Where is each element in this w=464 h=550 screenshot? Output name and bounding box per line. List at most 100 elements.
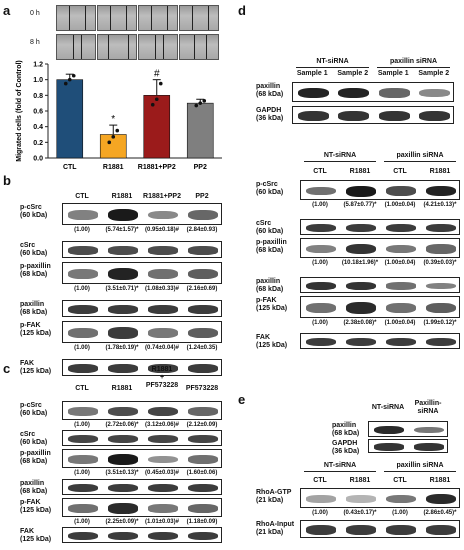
blot-label: p-FAK (125 kDa): [20, 499, 52, 514]
blot-band: [187, 268, 219, 280]
blot-band: [147, 504, 179, 513]
lane-header: R1881: [111, 193, 133, 200]
scratch-edge-line: [192, 6, 193, 30]
blot-label: FAK (125 kDa): [20, 528, 52, 543]
panel-e-letter: e: [238, 392, 246, 407]
blot-band: [67, 246, 99, 255]
blot-image: [292, 82, 454, 102]
scratch-image: [179, 5, 219, 31]
blot-label: p-cSrc (60 kDa): [20, 204, 48, 219]
quantification-value: (1.00): [312, 260, 328, 266]
quantification-value: (1.00): [74, 227, 90, 233]
panel-c-letter: c: [3, 361, 11, 376]
blot-band: [305, 223, 337, 233]
blot-band: [147, 328, 179, 338]
group-underline: [384, 161, 456, 162]
quantification-value: (1.24±0.35): [186, 345, 218, 351]
x-tick-label: R1881: [103, 164, 124, 171]
quantification-value: (0.45±0.03)#: [145, 470, 179, 476]
sample-header: Sample 1: [377, 70, 409, 77]
blot-image: [300, 238, 460, 258]
scratch-edge-line: [194, 35, 195, 59]
lane-header: CTL: [393, 168, 407, 175]
scratch-edge-line: [73, 35, 74, 59]
blot-band: [187, 305, 219, 314]
quantification-value: (0.39±0.03)*: [423, 260, 457, 266]
blot-band: [425, 337, 457, 347]
panel-a-letter: a: [3, 3, 11, 18]
sample-header: Sample 2: [337, 70, 369, 77]
y-tick-label: 1.0: [33, 77, 43, 84]
blot-band: [67, 435, 99, 443]
blot-band: [345, 337, 377, 347]
blot-band: [107, 208, 139, 222]
blot-band: [147, 269, 179, 279]
panel-b-letter: b: [3, 173, 11, 188]
quantification-value: (1.00): [74, 470, 90, 476]
blot-band: [345, 185, 377, 197]
blot-band: [107, 503, 139, 514]
data-point: [202, 99, 207, 103]
panel-d-letter: d: [238, 3, 246, 18]
blot-image: [62, 241, 222, 258]
scratch-edge-line: [69, 6, 70, 30]
x-tick-label: PP2: [194, 164, 207, 171]
scratch-edge-line: [155, 35, 156, 59]
blot-label: RhoA-GTP (21 kDa): [256, 489, 292, 504]
blot-image: [368, 421, 448, 437]
bar: [143, 95, 171, 159]
group-header: NT-siRNA: [371, 404, 405, 411]
blot-label: RhoA-Input (21 kDa): [256, 521, 295, 536]
blot-label: p-FAK (125 kDa): [256, 297, 288, 312]
blot-image: [300, 277, 460, 293]
blot-label: cSrc (60 kDa): [20, 242, 48, 257]
blot-label: paxillin (68 kDa): [20, 301, 48, 316]
lane-header: R1881 + PF573228: [145, 366, 179, 389]
blot-image: [62, 498, 222, 517]
blot-band: [67, 483, 99, 493]
blot-label: p-paxillin (68 kDa): [20, 263, 51, 278]
blot-band: [385, 494, 417, 504]
group-underline: [384, 471, 456, 472]
lane-header: R1881: [349, 168, 371, 175]
quantification-value: (1.00±0.04): [384, 260, 416, 266]
group-header: Paxillin- siRNA: [414, 400, 442, 415]
x-tick-label: CTL: [63, 164, 77, 171]
blot-band: [147, 210, 179, 220]
blot-label: cSrc (60 kDa): [256, 220, 284, 235]
blot-label: paxillin (68 kDa): [20, 480, 48, 495]
group-header: NT-siRNA: [316, 58, 349, 65]
quantification-value: (2.38±0.08)*: [343, 320, 377, 326]
scratch-edge-line: [167, 6, 168, 30]
blot-image: [62, 262, 222, 284]
data-point: [154, 97, 159, 102]
blot-band: [419, 111, 451, 121]
scratch-edge-line: [81, 35, 82, 59]
group-underline: [296, 67, 369, 68]
quantification-value: (1.60±0.06): [186, 470, 218, 476]
blot-label: p-paxillin (68 kDa): [20, 450, 51, 465]
blot-band: [67, 531, 99, 541]
blot-band: [67, 305, 99, 314]
blot-image: [292, 106, 454, 124]
quantification-value: (1.00): [312, 510, 328, 516]
quantification-value: (3.12±0.06)#: [145, 422, 179, 428]
scratch-row-label-8h: 8 h: [30, 39, 40, 46]
blot-image: [62, 430, 222, 446]
blot-band: [425, 493, 457, 505]
quantification-value: (1.00): [312, 202, 328, 208]
blot-band: [305, 337, 337, 347]
blot-band: [187, 327, 219, 339]
blot-band: [187, 364, 219, 373]
blot-band: [147, 483, 179, 493]
scratch-edge-line: [128, 35, 129, 59]
blot-band: [378, 88, 410, 98]
blot-label: paxillin (68 kDa): [332, 422, 360, 437]
blot-band: [345, 281, 377, 291]
scratch-image: [179, 34, 219, 60]
blot-band: [378, 111, 410, 121]
y-tick-label: 0.8: [33, 93, 43, 100]
y-tick-label: 1.2: [33, 62, 43, 69]
data-point: [198, 101, 203, 105]
blot-band: [338, 87, 370, 99]
